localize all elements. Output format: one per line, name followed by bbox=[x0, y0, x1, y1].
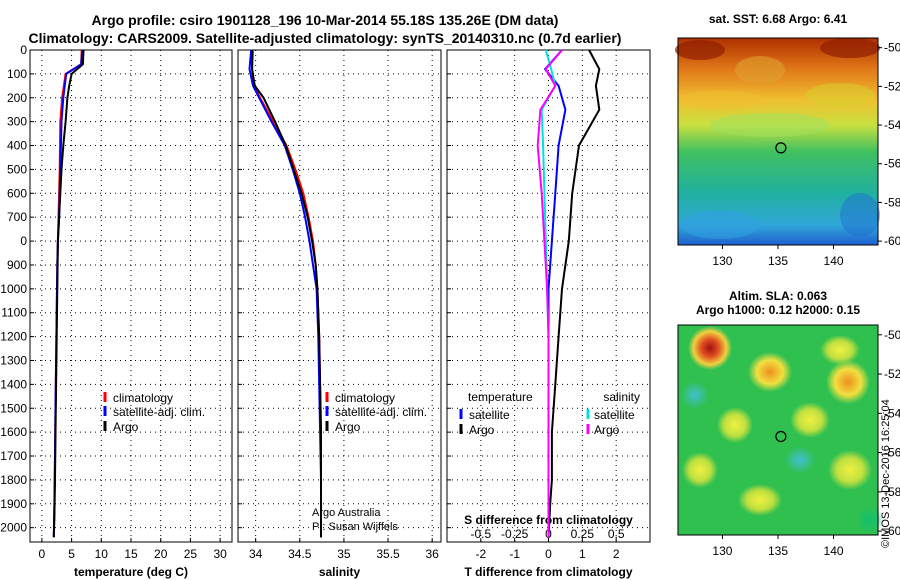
depth-tick-label: 600 bbox=[7, 186, 27, 200]
x-tick-label: 10 bbox=[95, 547, 109, 561]
depth-tick-label: 1100 bbox=[1, 306, 27, 320]
x-tick-label: 5 bbox=[68, 547, 75, 561]
x-tick-label: 30 bbox=[213, 547, 227, 561]
legend-label: climatology bbox=[113, 391, 173, 405]
x-tick-label: 0 bbox=[545, 547, 552, 561]
x-tick-label: 36 bbox=[425, 547, 439, 561]
map-y-tick-label: -60 bbox=[884, 524, 900, 538]
depth-tick-label: 200 bbox=[7, 91, 27, 105]
legend-label: Argo bbox=[594, 423, 620, 437]
depth-tick-label: 1200 bbox=[0, 330, 27, 344]
depth-tick-label: 1600 bbox=[0, 425, 27, 439]
depth-tick-label: 300 bbox=[7, 115, 27, 129]
legend-label: satellite bbox=[594, 408, 635, 422]
map-y-tick-label: -54 bbox=[884, 118, 900, 132]
map-title: sat. SST: 6.68 Argo: 6.41 bbox=[709, 12, 848, 26]
float-position-marker bbox=[775, 430, 787, 443]
map-y-tick-label: -54 bbox=[884, 406, 900, 420]
x-tick-label: 2 bbox=[613, 547, 620, 561]
secondary-x-tick-label: 0.25 bbox=[571, 527, 595, 541]
legend-label: Argo bbox=[469, 423, 495, 437]
map-y-tick-label: -52 bbox=[884, 79, 900, 93]
legend-label: satellite-adj. clim. bbox=[335, 405, 427, 419]
depth-tick-label: 500 bbox=[7, 162, 27, 176]
legend-label: satellite bbox=[469, 408, 510, 422]
map-x-tick-label: 135 bbox=[768, 544, 788, 558]
depth-tick-label: 0 bbox=[20, 234, 27, 248]
depth-tick-label: 900 bbox=[7, 258, 27, 272]
legend-label: satellite-adj. clim. bbox=[113, 405, 205, 419]
map-subtitle: Argo h1000: 0.12 h2000: 0.15 bbox=[696, 303, 860, 317]
depth-tick-label: 1700 bbox=[0, 449, 27, 463]
salinity-line-argo bbox=[251, 50, 322, 538]
map-y-tick-label: -50 bbox=[884, 328, 900, 342]
argo-australia-label: Argo Australia bbox=[312, 507, 381, 519]
map-y-tick-label: -60 bbox=[884, 234, 900, 248]
diff-line-temperature-Argo bbox=[547, 49, 601, 538]
x-tick-label: 25 bbox=[184, 547, 198, 561]
x-tick-label: 35 bbox=[337, 547, 351, 561]
legend-label: Argo bbox=[113, 420, 139, 434]
x-tick-label: -1 bbox=[509, 547, 520, 561]
map-x-tick-label: 140 bbox=[824, 254, 844, 268]
x-tick-label: 20 bbox=[154, 547, 168, 561]
map-y-tick-label: -50 bbox=[884, 41, 900, 55]
depth-tick-label: 1300 bbox=[0, 353, 27, 367]
secondary-x-tick-label: 0.5 bbox=[608, 527, 625, 541]
depth-tick-label: 2000 bbox=[0, 521, 27, 535]
map-x-tick-label: 135 bbox=[768, 254, 788, 268]
temperature-line-argo bbox=[52, 49, 85, 538]
x-tick-label: -2 bbox=[475, 547, 486, 561]
x-tick-label: 15 bbox=[124, 547, 138, 561]
map-y-tick-label: -58 bbox=[884, 485, 900, 499]
salinity-line-satellite-adj--clim- bbox=[248, 49, 322, 538]
x-tick-label: 1 bbox=[579, 547, 586, 561]
map-y-tick-label: -52 bbox=[884, 367, 900, 381]
secondary-x-tick-label: -0.5 bbox=[470, 527, 491, 541]
depth-tick-label: 700 bbox=[7, 210, 27, 224]
x-axis-label: T difference from climatology bbox=[464, 565, 632, 579]
x-tick-label: 0 bbox=[39, 547, 46, 561]
x-tick-label: 35.5 bbox=[376, 547, 400, 561]
depth-tick-label: 400 bbox=[7, 139, 27, 153]
map-x-tick-label: 140 bbox=[824, 544, 844, 558]
x-axis-label: temperature (deg C) bbox=[74, 565, 188, 579]
chart-title: Argo profile: csiro 1901128_196 10-Mar-2… bbox=[91, 12, 559, 28]
map-title: Altim. SLA: 0.063 bbox=[729, 289, 827, 303]
diff-line-salinity-Argo bbox=[536, 49, 563, 538]
legend-title: salinity bbox=[603, 390, 640, 404]
x-axis-label: salinity bbox=[319, 565, 361, 579]
map-x-tick-label: 130 bbox=[712, 544, 732, 558]
depth-tick-label: 1400 bbox=[0, 377, 27, 391]
depth-tick-label: 1800 bbox=[0, 473, 27, 487]
depth-tick-label: 100 bbox=[7, 67, 27, 81]
map-y-tick-label: -58 bbox=[884, 195, 900, 209]
legend-title: temperature bbox=[468, 390, 533, 404]
depth-tick-label: 1000 bbox=[0, 282, 27, 296]
depth-tick-label: 0 bbox=[20, 43, 27, 57]
legend-label: Argo bbox=[335, 420, 361, 434]
float-position-marker bbox=[775, 142, 787, 154]
salinity-line-climatology bbox=[251, 49, 322, 538]
legend-label: climatology bbox=[335, 391, 395, 405]
pi-label: PI: Susan Wijffels bbox=[312, 521, 398, 533]
map-x-tick-label: 130 bbox=[712, 254, 732, 268]
sla-map-texture bbox=[681, 326, 884, 534]
imos-stamp: ©IMOS 13-Dec-2016 16:25:04 bbox=[880, 399, 892, 548]
depth-tick-label: 1500 bbox=[0, 401, 27, 415]
secondary-x-tick-label: -0.25 bbox=[501, 527, 529, 541]
sst-map-texture bbox=[675, 38, 880, 239]
map-y-tick-label: -56 bbox=[884, 446, 900, 460]
plot-frame-2 bbox=[237, 49, 442, 543]
x-tick-label: 34.5 bbox=[288, 547, 312, 561]
x-tick-label: 34 bbox=[249, 547, 263, 561]
map-y-tick-label: -56 bbox=[884, 157, 900, 171]
chart-subtitle: Climatology: CARS2009. Satellite-adjuste… bbox=[28, 30, 622, 46]
depth-tick-label: 1900 bbox=[0, 497, 27, 511]
